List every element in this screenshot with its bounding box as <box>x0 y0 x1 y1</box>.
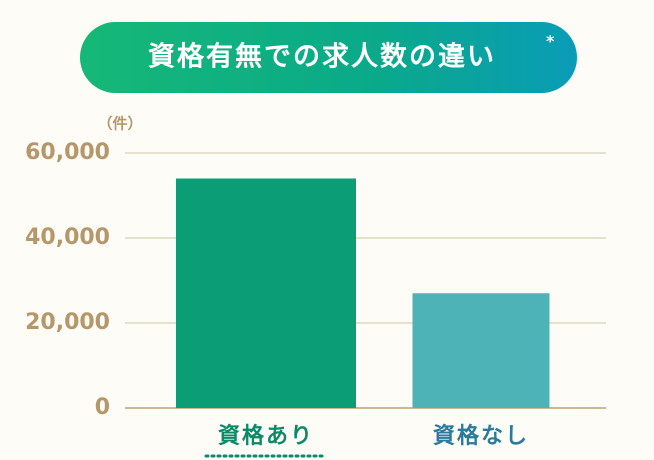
chart-title: 資格有無での求人数の違い <box>148 42 496 73</box>
y-axis-label: （件） <box>97 115 142 133</box>
x-tick-label: 資格あり <box>218 423 314 449</box>
y-tick-label: 40,000 <box>25 225 110 250</box>
y-tick-label: 0 <box>95 395 110 420</box>
bar <box>176 178 356 408</box>
title-note: * <box>546 32 555 51</box>
y-tick-label: 20,000 <box>25 310 110 335</box>
title-pill <box>80 22 577 93</box>
y-tick-label: 60,000 <box>25 140 110 165</box>
bar <box>412 293 550 408</box>
x-tick-label: 資格なし <box>433 423 529 449</box>
